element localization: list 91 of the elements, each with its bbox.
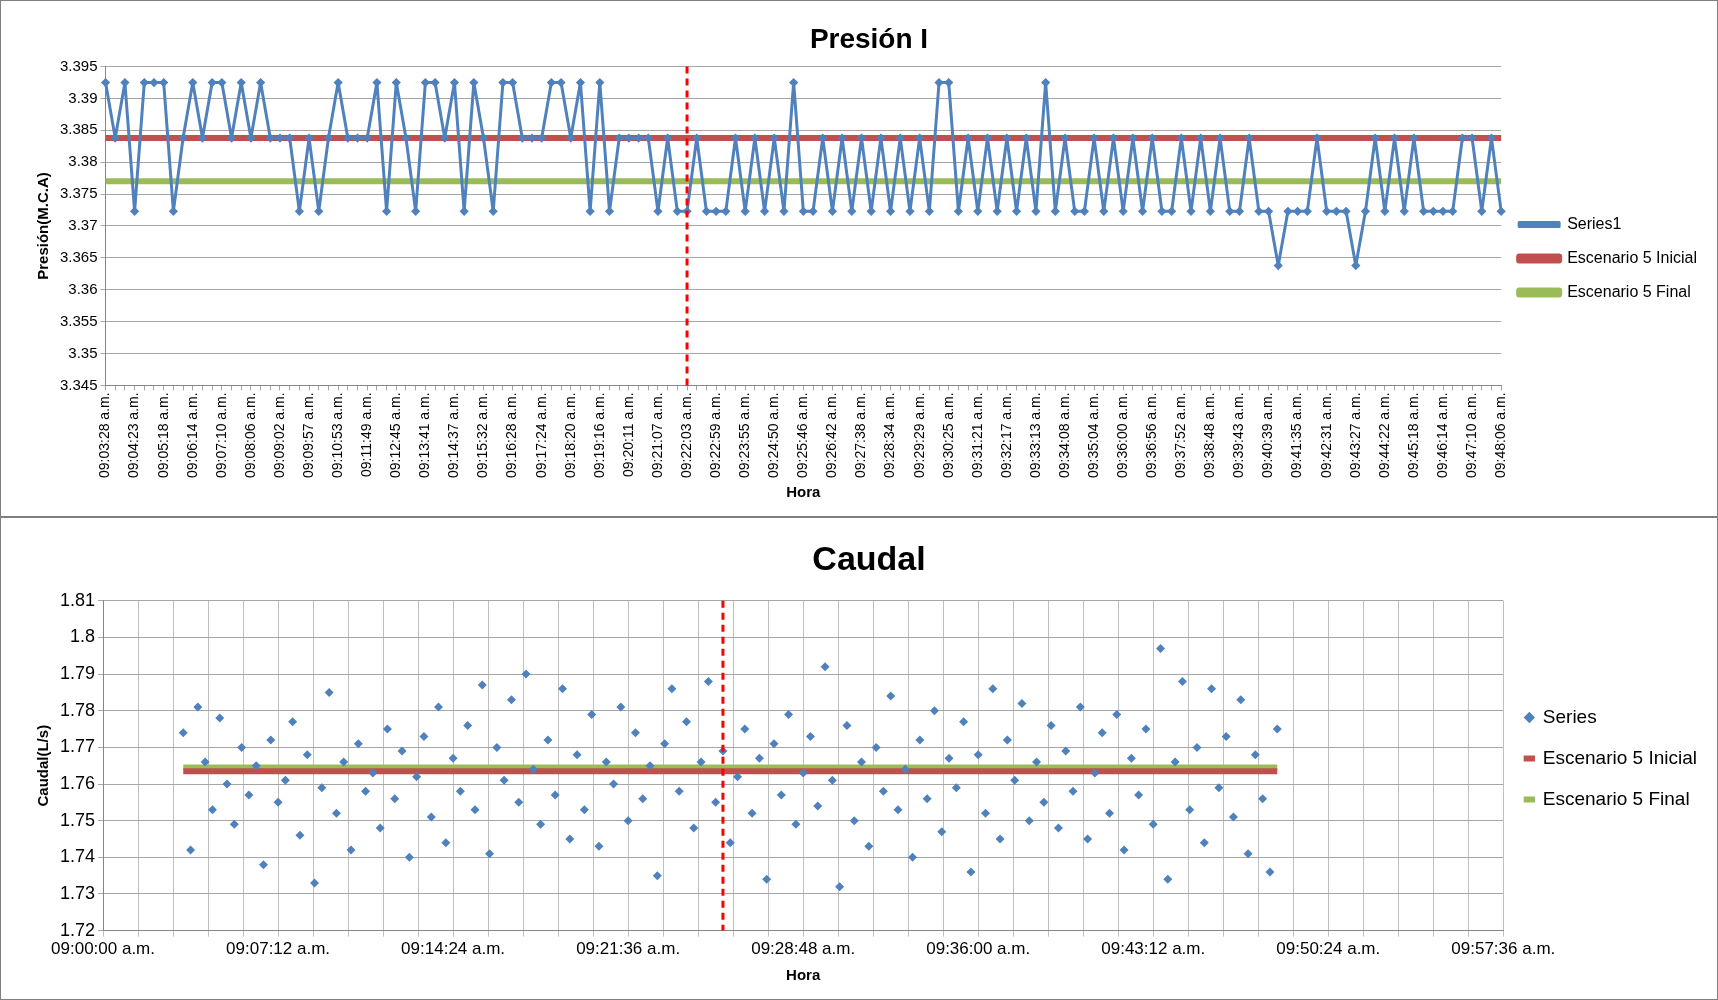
x-tick-label: 09:37:52 a.m. bbox=[1172, 392, 1189, 479]
x-tick-label: 09:46:14 a.m. bbox=[1433, 392, 1450, 479]
legend-label: Series bbox=[1542, 705, 1597, 727]
x-tick-label: 09:07:10 a.m. bbox=[212, 392, 229, 479]
x-tick-label: 09:22:59 a.m. bbox=[706, 392, 723, 479]
y-tick-label: 1.75 bbox=[59, 809, 96, 830]
x-tick-label: 09:32:17 a.m. bbox=[997, 392, 1014, 479]
x-tick-label: 09:27:38 a.m. bbox=[852, 392, 869, 479]
x-tick-label: 09:14:37 a.m. bbox=[445, 392, 462, 479]
x-tick-label: 09:29:29 a.m. bbox=[910, 392, 927, 479]
x-tick-label: 09:48:06 a.m. bbox=[1492, 392, 1509, 479]
x-tick-label: 09:41:35 a.m. bbox=[1288, 392, 1305, 479]
x-tick-label: 09:25:46 a.m. bbox=[794, 392, 811, 479]
legend-label: Series1 bbox=[1567, 214, 1622, 232]
x-tick-label: 09:16:28 a.m. bbox=[503, 392, 520, 479]
y-tick-label: 3.395 bbox=[59, 56, 98, 74]
y-tick-label: 3.385 bbox=[59, 120, 98, 138]
x-axis-title: Hora bbox=[786, 966, 821, 984]
legend-label: Escenario 5 Final bbox=[1567, 282, 1691, 300]
y-tick-label: 1.8 bbox=[70, 626, 96, 647]
y-tick-label: 3.35 bbox=[68, 343, 98, 361]
y-tick-label: 1.73 bbox=[59, 882, 96, 903]
y-tick-label: 1.76 bbox=[59, 772, 96, 793]
x-tick-label: 09:35:04 a.m. bbox=[1084, 392, 1101, 479]
x-tick-label: 09:00:00 a.m. bbox=[51, 939, 156, 959]
x-tick-label: 09:36:00 a.m. bbox=[926, 939, 1031, 959]
x-tick-label: 09:04:23 a.m. bbox=[125, 392, 142, 479]
x-tick-label: 09:45:18 a.m. bbox=[1404, 392, 1421, 479]
x-tick-label: 09:30:25 a.m. bbox=[939, 392, 956, 479]
x-tick-label: 09:36:56 a.m. bbox=[1143, 392, 1160, 479]
y-axis-title: Presión(M.C.A) bbox=[34, 172, 52, 280]
x-tick-label: 09:21:07 a.m. bbox=[648, 392, 665, 479]
y-axis-title: Caudal(L/s) bbox=[34, 724, 52, 807]
y-tick-label: 1.81 bbox=[59, 589, 96, 610]
x-tick-label: 09:40:39 a.m. bbox=[1259, 392, 1276, 479]
y-tick-label: 1.74 bbox=[59, 846, 96, 867]
y-tick-label: 1.78 bbox=[59, 699, 96, 720]
x-tick-label: 09:22:03 a.m. bbox=[677, 392, 694, 479]
y-tick-label: 3.39 bbox=[68, 88, 98, 106]
x-tick-label: 09:43:12 a.m. bbox=[1101, 939, 1206, 959]
x-tick-label: 09:42:31 a.m. bbox=[1317, 392, 1334, 479]
legend-label: Escenario 5 Inicial bbox=[1542, 746, 1698, 768]
x-axis-title: Hora bbox=[786, 483, 822, 501]
x-tick-label: 09:19:16 a.m. bbox=[590, 392, 607, 479]
x-tick-label: 09:03:28 a.m. bbox=[96, 392, 113, 479]
x-tick-label: 09:36:00 a.m. bbox=[1114, 392, 1131, 479]
x-tick-label: 09:24:50 a.m. bbox=[765, 392, 782, 479]
x-tick-label: 09:31:21 a.m. bbox=[968, 392, 985, 479]
x-tick-label: 09:39:43 a.m. bbox=[1230, 392, 1247, 479]
x-tick-label: 09:18:20 a.m. bbox=[561, 392, 578, 479]
x-tick-label: 09:08:06 a.m. bbox=[241, 392, 258, 479]
y-tick-label: 3.365 bbox=[59, 248, 98, 266]
y-tick-label: 3.355 bbox=[59, 311, 98, 329]
x-tick-label: 09:57:36 a.m. bbox=[1451, 939, 1556, 959]
x-tick-label: 09:13:41 a.m. bbox=[416, 392, 433, 479]
x-tick-label: 09:10:53 a.m. bbox=[329, 392, 345, 479]
y-tick-label: 3.38 bbox=[68, 152, 98, 170]
x-tick-label: 09:50:24 a.m. bbox=[1276, 939, 1381, 959]
legend-label: Escenario 5 Inicial bbox=[1567, 248, 1697, 266]
x-tick-label: 09:14:24 a.m. bbox=[401, 939, 506, 959]
y-tick-label: 3.375 bbox=[59, 184, 98, 202]
x-tick-label: 09:07:12 a.m. bbox=[226, 939, 331, 959]
x-tick-label: 09:11:49 a.m. bbox=[358, 392, 375, 477]
x-tick-label: 09:44:22 a.m. bbox=[1375, 392, 1392, 479]
x-tick-label: 09:33:13 a.m. bbox=[1026, 392, 1043, 479]
x-tick-label: 09:43:27 a.m. bbox=[1346, 392, 1363, 479]
y-tick-label: 1.79 bbox=[59, 663, 96, 684]
chart-title: Caudal bbox=[812, 538, 926, 577]
legend-label: Escenario 5 Final bbox=[1542, 787, 1690, 809]
x-tick-label: 09:12:45 a.m. bbox=[387, 392, 404, 479]
y-tick-label: 3.36 bbox=[68, 279, 98, 297]
x-tick-label: 09:09:57 a.m. bbox=[299, 392, 316, 479]
x-tick-label: 09:23:55 a.m. bbox=[736, 392, 753, 479]
x-tick-label: 09:28:48 a.m. bbox=[751, 939, 856, 959]
x-tick-label: 09:05:18 a.m. bbox=[154, 392, 171, 479]
y-tick-label: 1.77 bbox=[59, 736, 96, 757]
y-tick-label: 3.345 bbox=[59, 375, 98, 393]
x-tick-label: 09:06:14 a.m. bbox=[183, 392, 200, 479]
x-tick-label: 09:34:08 a.m. bbox=[1055, 392, 1072, 479]
x-tick-label: 09:28:34 a.m. bbox=[881, 392, 898, 479]
x-tick-label: 09:26:42 a.m. bbox=[823, 392, 840, 479]
x-tick-label: 09:09:02 a.m. bbox=[270, 392, 287, 479]
x-tick-label: 09:20:11 a.m. bbox=[619, 392, 636, 477]
x-tick-label: 09:21:36 a.m. bbox=[576, 939, 681, 959]
x-tick-label: 09:15:32 a.m. bbox=[474, 392, 491, 479]
y-tick-label: 3.37 bbox=[68, 216, 98, 234]
x-tick-label: 09:47:10 a.m. bbox=[1462, 392, 1479, 479]
y-tick-label: 1.72 bbox=[59, 919, 96, 940]
chart-title: Presión I bbox=[809, 22, 929, 54]
x-tick-label: 09:38:48 a.m. bbox=[1201, 392, 1218, 479]
x-tick-label: 09:17:24 a.m. bbox=[532, 392, 549, 479]
